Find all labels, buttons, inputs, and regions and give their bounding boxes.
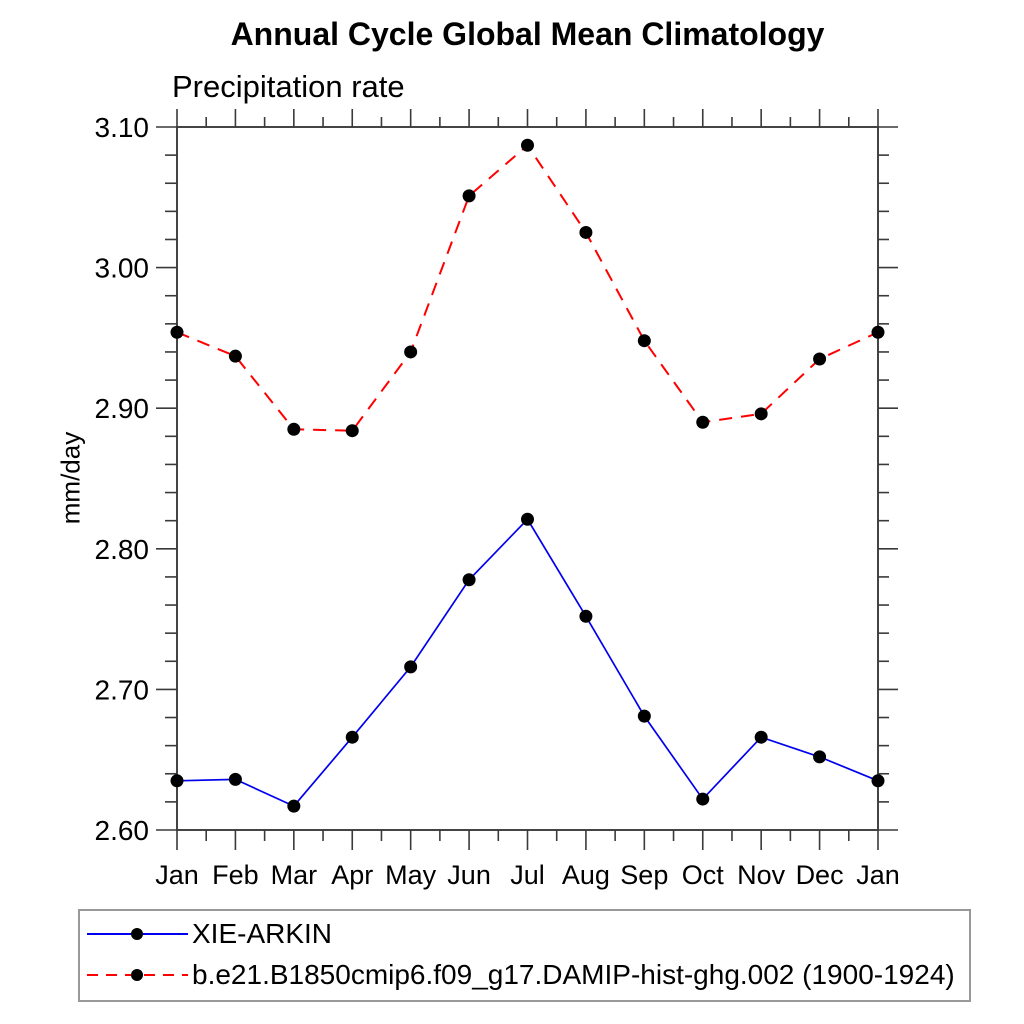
legend-label-xie-arkin: XIE-ARKIN: [192, 918, 333, 949]
x-tick-label: Aug: [562, 860, 610, 890]
y-tick-label: 2.70: [95, 674, 150, 705]
series-line-dashed: [176, 143, 879, 432]
series-point: [228, 772, 242, 786]
series-point: [287, 799, 301, 813]
series-point: [754, 407, 768, 421]
series-point: [404, 345, 418, 359]
series-point: [696, 415, 710, 429]
series-point: [345, 424, 359, 438]
series-point: [287, 422, 301, 436]
chart-subtitle: Precipitation rate: [172, 69, 405, 104]
y-tick-label: 2.60: [95, 815, 150, 846]
x-tick-label: Feb: [212, 860, 259, 890]
legend-box: XIE-ARKIN b.e21.B1850cmip6.f09_g17.DAMIP…: [78, 909, 971, 1002]
y-tick-label: 2.90: [95, 393, 150, 424]
x-tick-label: Mar: [271, 860, 318, 890]
x-tick-label: Jan: [155, 860, 199, 890]
y-tick-label: 3.00: [95, 253, 150, 284]
legend-swatch-dashed-line-icon: [87, 969, 188, 981]
legend-item-xie-arkin: XIE-ARKIN: [86, 918, 969, 949]
series-point: [871, 774, 885, 788]
series-line-solid: [176, 517, 879, 808]
series-point: [637, 709, 651, 723]
plot-area: Jan Feb Mar Apr May Jun Jul Aug Sep Oct Nov Dec Jan2…: [95, 109, 900, 890]
series-point: [521, 138, 534, 152]
series-point: [696, 792, 710, 806]
series-point: [521, 512, 534, 526]
series-point: [579, 609, 593, 623]
series-point: [345, 730, 359, 744]
series-point: [228, 349, 242, 363]
y-tick-label: 2.80: [95, 534, 150, 565]
series-point: [813, 750, 827, 764]
chart-title: Annual Cycle Global Mean Climatology: [230, 16, 825, 52]
x-tick-label: Jul: [510, 860, 545, 890]
plot-frame: [176, 126, 879, 831]
series-point: [404, 660, 418, 674]
legend-item-model-run: b.e21.B1850cmip6.f09_g17.DAMIP-hist-ghg.…: [86, 959, 969, 990]
series-point: [170, 325, 184, 339]
x-tick-label: Apr: [331, 860, 373, 890]
series-point: [579, 225, 593, 239]
series-point: [754, 730, 768, 744]
series-point: [462, 189, 476, 203]
x-tick-label: Nov: [737, 860, 786, 890]
x-tick-label: May: [385, 860, 437, 890]
x-tick-label: Oct: [682, 860, 725, 890]
series-point: [637, 334, 651, 348]
series-point: [871, 325, 885, 339]
x-tick-label: Jun: [447, 860, 491, 890]
series-point: [170, 774, 184, 788]
legend-label-model-run: b.e21.B1850cmip6.f09_g17.DAMIP-hist-ghg.…: [192, 959, 955, 990]
y-tick-label: 3.10: [95, 112, 150, 143]
x-tick-label: Dec: [796, 860, 844, 890]
series-point: [813, 352, 827, 366]
legend-swatch-solid-line-icon: [87, 928, 188, 940]
x-tick-label: Jan: [856, 860, 900, 890]
series-point: [462, 573, 476, 587]
x-tick-label: Sep: [620, 860, 668, 890]
